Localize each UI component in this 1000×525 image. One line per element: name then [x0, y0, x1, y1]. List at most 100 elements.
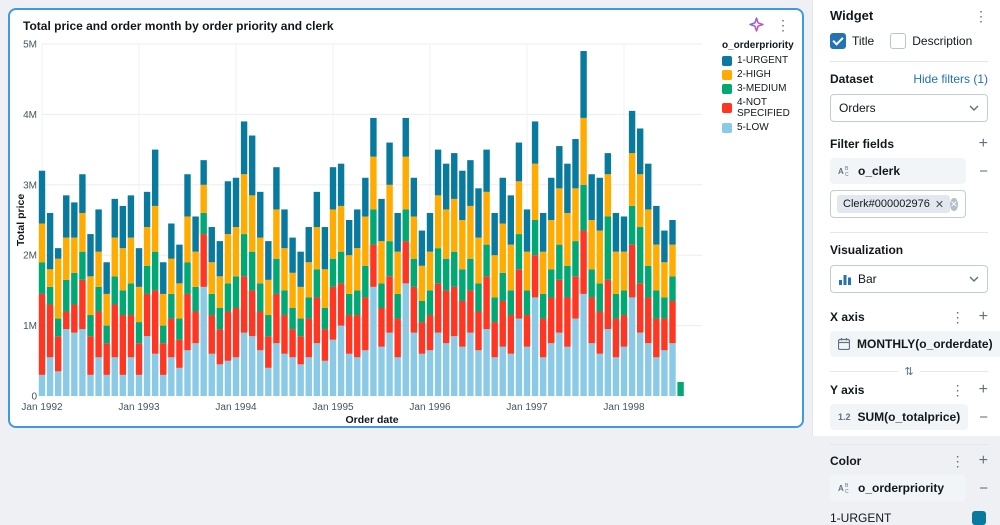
bar-segment[interactable]: [232, 357, 240, 396]
bar-segment[interactable]: [119, 315, 127, 375]
bar-segment[interactable]: [483, 149, 490, 192]
bar-segment[interactable]: [467, 332, 474, 396]
bar-segment[interactable]: [232, 308, 240, 358]
bar-segment[interactable]: [281, 353, 288, 396]
bar-segment[interactable]: [168, 293, 175, 319]
bar-segment[interactable]: [87, 336, 94, 375]
bar-segment[interactable]: [38, 223, 46, 263]
bar-segment[interactable]: [265, 315, 272, 337]
visualization-select[interactable]: Bar: [830, 265, 988, 293]
bar-segment[interactable]: [184, 216, 191, 263]
bar-segment[interactable]: [216, 308, 224, 330]
bar-segment[interactable]: [192, 251, 199, 287]
bar-segment[interactable]: [168, 357, 175, 396]
bar-segment[interactable]: [216, 364, 224, 396]
bar-segment[interactable]: [103, 325, 110, 344]
bar-segment[interactable]: [548, 297, 555, 344]
bar-segment[interactable]: [79, 251, 86, 280]
bar-segment[interactable]: [200, 286, 207, 396]
bar-segment[interactable]: [596, 283, 603, 312]
bar-segment[interactable]: [620, 216, 628, 252]
bar-segment[interactable]: [216, 276, 224, 308]
bar-segment[interactable]: [442, 343, 450, 396]
bar-segment[interactable]: [248, 135, 256, 196]
bar-segment[interactable]: [248, 290, 256, 337]
bar-segment[interactable]: [580, 184, 587, 231]
bar-segment[interactable]: [329, 209, 337, 259]
bar-segment[interactable]: [313, 191, 321, 228]
bar-segment[interactable]: [127, 283, 135, 316]
title-checkbox[interactable]: [830, 33, 846, 49]
dataset-select[interactable]: Orders: [830, 94, 988, 122]
bar-segment[interactable]: [111, 357, 118, 396]
bar-segment[interactable]: [111, 237, 118, 277]
bar-segment[interactable]: [572, 241, 579, 277]
bar-segment[interactable]: [362, 177, 369, 217]
bar-segment[interactable]: [548, 343, 555, 396]
bar-segment[interactable]: [200, 184, 207, 213]
bar-segment[interactable]: [257, 350, 264, 396]
bar-segment[interactable]: [669, 244, 676, 277]
bar-segment[interactable]: [475, 188, 482, 238]
bar-segment[interactable]: [160, 262, 167, 294]
bar-segment[interactable]: [79, 212, 86, 252]
bar-segment[interactable]: [127, 195, 135, 238]
bar-segment[interactable]: [628, 153, 636, 206]
bar-segment[interactable]: [208, 227, 215, 263]
bar-segment[interactable]: [297, 286, 304, 319]
bar-segment[interactable]: [402, 241, 409, 284]
bar-segment[interactable]: [402, 117, 409, 157]
bar-segment[interactable]: [248, 251, 256, 291]
bar-segment[interactable]: [434, 332, 442, 396]
bar-segment[interactable]: [370, 209, 377, 245]
legend-item[interactable]: 3-MEDIUM: [722, 83, 802, 94]
bar-segment[interactable]: [596, 230, 603, 284]
bar-segment[interactable]: [564, 163, 571, 213]
bar-segment[interactable]: [176, 318, 183, 340]
bar-segment[interactable]: [483, 276, 490, 330]
bar-segment[interactable]: [87, 276, 94, 316]
bar-segment[interactable]: [467, 290, 474, 333]
bar-segment[interactable]: [402, 156, 409, 210]
bar-segment[interactable]: [596, 177, 603, 231]
bar-segment[interactable]: [645, 343, 652, 396]
bar-segment[interactable]: [531, 163, 539, 220]
bar-segment[interactable]: [273, 209, 280, 259]
bar-segment[interactable]: [151, 353, 159, 396]
bar-segment[interactable]: [459, 269, 466, 301]
bar-segment[interactable]: [192, 311, 199, 344]
bar-segment[interactable]: [475, 311, 482, 351]
bar-segment[interactable]: [531, 121, 539, 164]
bar-segment[interactable]: [523, 290, 531, 316]
bar-segment[interactable]: [248, 195, 256, 252]
bar-segment[interactable]: [345, 255, 353, 294]
bar-segment[interactable]: [46, 212, 54, 270]
bar-segment[interactable]: [645, 297, 652, 344]
bar-segment[interactable]: [63, 237, 70, 280]
bar-segment[interactable]: [184, 350, 191, 396]
bar-segment[interactable]: [337, 163, 345, 206]
bar-segment[interactable]: [507, 244, 515, 291]
bar-segment[interactable]: [151, 205, 159, 252]
bar-segment[interactable]: [645, 209, 652, 266]
bar-segment[interactable]: [54, 318, 62, 337]
bar-segment[interactable]: [402, 283, 409, 396]
bar-segment[interactable]: [442, 290, 450, 344]
bar-segment[interactable]: [483, 329, 490, 396]
bar-segment[interactable]: [426, 315, 434, 351]
bar-segment[interactable]: [531, 297, 539, 396]
bar-segment[interactable]: [459, 300, 466, 347]
bar-segment[interactable]: [111, 304, 118, 358]
bar-segment[interactable]: [572, 276, 579, 319]
bar-segment[interactable]: [362, 297, 369, 351]
bar-segment[interactable]: [596, 353, 603, 396]
color-kebab-menu-icon[interactable]: ⋮: [950, 453, 965, 469]
bar-segment[interactable]: [539, 251, 547, 294]
bar-segment[interactable]: [459, 220, 466, 270]
widget-kebab-menu-icon[interactable]: ⋮: [974, 7, 988, 24]
bar-segment[interactable]: [160, 374, 167, 396]
stacked-bar-chart[interactable]: 0 1M 2M 3M 4M 5M Jan 1992 Jan 1993 Jan 1994 Jan 1…: [14, 32, 718, 428]
bar-segment[interactable]: [628, 244, 636, 298]
bar-segment[interactable]: [653, 244, 660, 291]
